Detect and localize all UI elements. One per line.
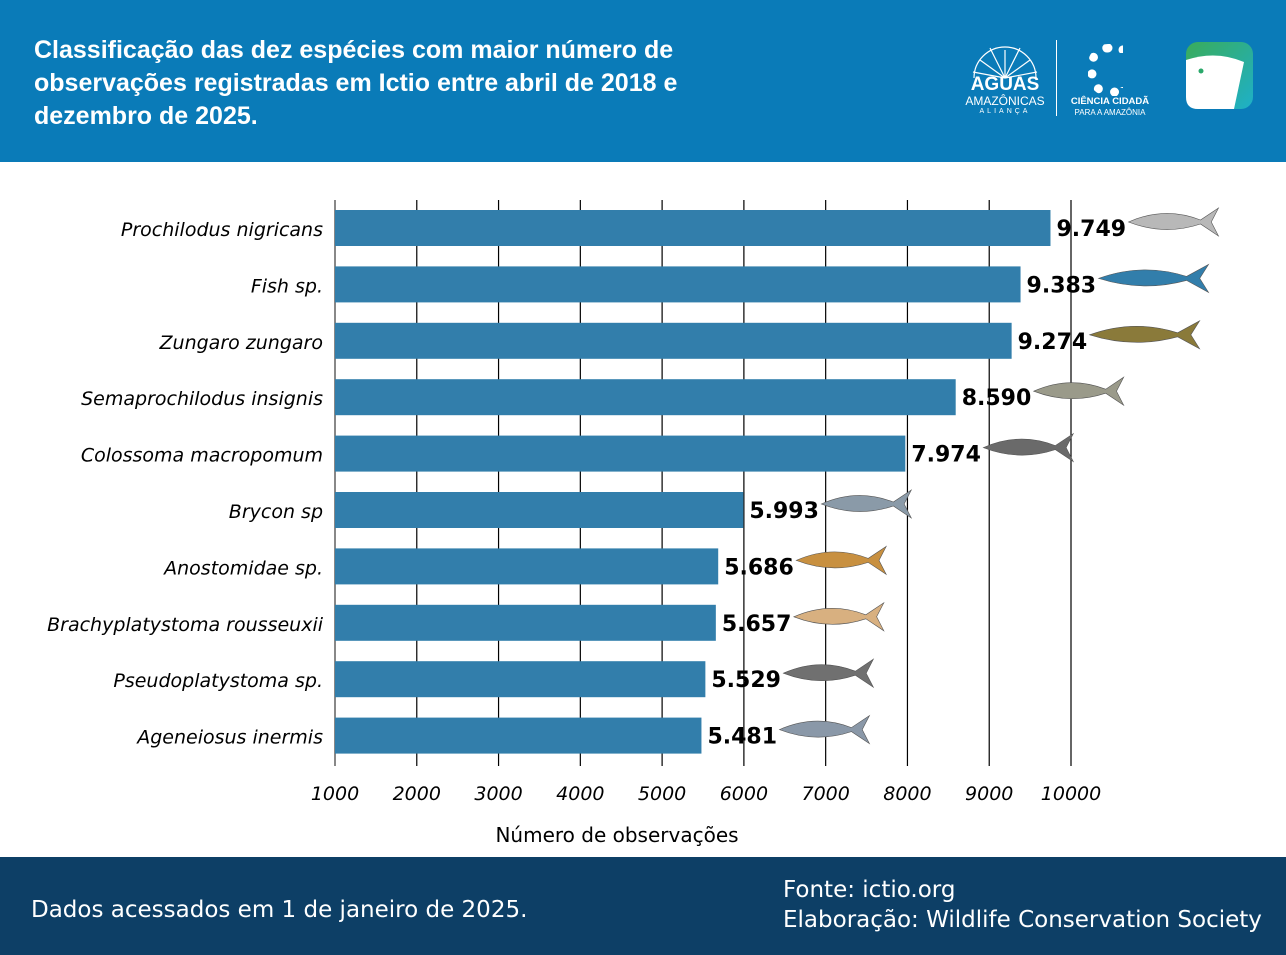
fish-image xyxy=(778,714,871,745)
category-label: Brycon sp xyxy=(229,501,323,523)
bar xyxy=(335,548,719,585)
x-tick-label: 9000 xyxy=(965,783,1013,805)
category-label: Ageneiosus inermis xyxy=(135,727,323,749)
x-tick-label: 3000 xyxy=(474,783,522,805)
category-label: Zungaro zungaro xyxy=(159,332,323,354)
x-axis-title: Número de observações xyxy=(495,823,738,847)
bar-chart: 1000 2000 3000 4000 5000 6000 7000 8000 9000 1000… xyxy=(47,200,1220,847)
x-tick-label: 7000 xyxy=(801,783,849,805)
bar xyxy=(335,492,744,528)
logo-text: CIÊNCIA CIDADÃ xyxy=(1070,96,1150,107)
fish-image xyxy=(793,601,885,632)
x-tick-label: 10000 xyxy=(1041,783,1101,805)
source-text: Fonte: ictio.org xyxy=(783,877,956,903)
bar xyxy=(335,379,956,416)
fish-image xyxy=(820,489,913,519)
data-label: 5.993 xyxy=(749,499,819,524)
fish-image xyxy=(1097,263,1210,294)
category-label: Pseudoplatystoma sp. xyxy=(113,670,323,692)
data-access-note: Dados acessados em 1 de janeiro de 2025. xyxy=(31,897,528,923)
footer: Dados acessados em 1 de janeiro de 2025.… xyxy=(0,857,1286,955)
x-tick-label: 5000 xyxy=(638,783,686,805)
logo-text: PARA A AMAZÔNIA xyxy=(1074,108,1146,117)
x-tick-label: 2000 xyxy=(393,783,441,805)
logo-divider xyxy=(1056,40,1057,116)
aguas-amazonicas-logo xyxy=(972,46,1038,79)
bar xyxy=(335,717,702,754)
data-label: 5.686 xyxy=(724,555,794,580)
logo-text: AGUAS xyxy=(970,74,1040,95)
fish-image xyxy=(795,545,888,576)
fish-image xyxy=(982,432,1075,463)
logo-text: ALIANÇA xyxy=(979,108,1031,115)
data-label: 9.274 xyxy=(1018,330,1088,355)
data-label: 9.383 xyxy=(1027,273,1097,298)
x-tick-label: 8000 xyxy=(883,783,931,805)
category-label: Brachyplatystoma rousseuxii xyxy=(47,614,324,636)
bar xyxy=(335,661,706,698)
bar xyxy=(335,266,1021,303)
credit-text: Elaboração: Wildlife Conservation Societ… xyxy=(783,907,1262,933)
bar xyxy=(335,210,1051,246)
bar xyxy=(335,435,906,472)
fish-image xyxy=(1032,376,1125,407)
x-tick-label: 1000 xyxy=(311,783,359,805)
fish-image xyxy=(1127,207,1220,237)
x-tick-label: 6000 xyxy=(720,783,768,805)
ictio-app-icon xyxy=(1186,42,1253,109)
header: Classificação das dez espécies com maior… xyxy=(0,0,1286,162)
fish-image xyxy=(782,658,875,689)
category-label: Colossoma macropomum xyxy=(81,445,323,467)
bar xyxy=(335,322,1012,359)
logo-text: AMAZÔNICAS xyxy=(965,94,1045,108)
category-label: Anostomidae sp. xyxy=(162,557,323,579)
fish-image xyxy=(1088,319,1201,350)
category-label: Semaprochilodus insignis xyxy=(81,388,323,410)
data-label: 8.590 xyxy=(962,386,1032,411)
data-label: 9.749 xyxy=(1056,217,1126,242)
data-label: 5.657 xyxy=(722,612,792,637)
data-label: 7.974 xyxy=(911,443,981,468)
bar xyxy=(335,604,716,641)
category-label: Fish sp. xyxy=(251,275,323,297)
category-label: Prochilodus nigricans xyxy=(121,219,323,241)
page-title: Classificação das dez espécies com maior… xyxy=(34,36,678,130)
x-tick-label: 4000 xyxy=(556,783,604,805)
data-label: 5.529 xyxy=(711,668,781,693)
data-label: 5.481 xyxy=(707,725,777,750)
ciencia-cidada-icon xyxy=(1088,44,1123,96)
